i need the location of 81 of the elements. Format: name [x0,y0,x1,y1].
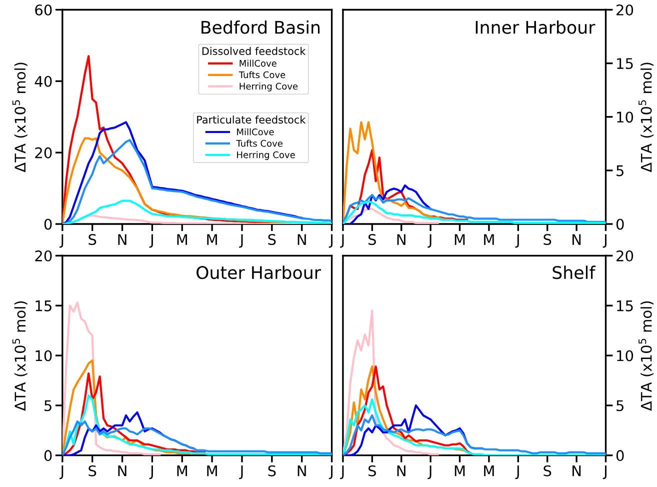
y2-tick-label: 10 [617,112,634,123]
x-tick-label: S [368,234,376,246]
line-series [342,184,432,224]
x-tick-label: M [177,234,187,245]
x-tick-label: N [397,234,406,245]
text: Inner Harbour [476,20,596,34]
y-tick-label: 40 [34,76,52,87]
x-tick-label: J [602,466,606,480]
x-tick-label: M [207,466,217,476]
x-tick-label: J [515,466,519,480]
chart-title: Shelf [552,266,596,280]
x-tick-label: M [454,234,465,245]
x-tick-label: M [454,466,465,476]
x-tick-label: S [544,465,552,476]
line-series [62,359,191,456]
line-series [62,372,206,456]
x-tick-label: J [602,234,606,248]
legend-label: MillCove [240,60,276,67]
x-tick-label: M [207,234,217,245]
x-tick-label: N [118,234,126,245]
annotation: Particulate feedstock [197,116,306,124]
legend-label: Herring Cove [240,82,298,92]
legend-label: Tufts Cove [238,71,286,78]
y-tick-label: 10 [36,350,52,362]
x-tick-label: J [328,234,333,248]
x-tick-label: S [268,234,276,246]
x-tick-label: N [298,466,306,476]
x-tick-label: N [118,466,126,476]
x-tick-label: J [149,466,153,480]
x-tick-label: J [328,466,333,480]
y-tick-label: 5 [44,400,52,412]
annotation: Dissolved feedstock [202,46,306,56]
y-tick-label: 20 [35,250,52,262]
x-tick-label: N [298,234,306,245]
x-tick-label: J [340,234,344,248]
y2-tick-label: 5 [616,400,624,412]
legend-label: Herring Cove [237,151,295,160]
x-tick-label: J [515,234,519,248]
line-series [342,208,439,224]
x-tick-label: J [149,234,153,248]
legend-label: MillCove [237,128,274,136]
x-tick-label: J [239,234,243,248]
x-tick-label: N [572,466,581,476]
legend-label: Tufts Cove [236,140,282,147]
y2-axis-title: ΔTA (x10$^{5}$ mol) [638,62,654,172]
x-tick-label: J [239,466,243,480]
y-axis-title: ΔTA (x10$^{5}$ mol) [12,301,28,411]
x-tick-label: S [268,465,276,476]
x-tick-label: M [484,466,494,476]
y-tick-label: 0 [44,450,52,462]
line-series [342,310,439,456]
x-tick-label: J [60,466,64,480]
line-series [62,302,161,456]
x-tick-label: N [397,466,406,476]
y2-tick-label: 10 [617,350,634,362]
x-tick-label: J [60,234,64,248]
x-tick-label: S [368,465,376,476]
x-tick-label: J [428,234,432,248]
y2-tick-label: 0 [616,218,624,230]
y-tick-label: 15 [36,300,52,312]
y2-tick-label: 20 [616,250,634,262]
x-tick-label: S [88,234,96,246]
y2-tick-label: 5 [616,165,624,176]
y-tick-label: 0 [44,218,52,230]
x-tick-label: J [428,466,432,480]
y2-tick-label: 15 [617,58,633,70]
text: Bedford Basin [202,20,320,34]
y-tick-label: 60 [35,4,52,16]
x-tick-label: S [544,234,552,246]
x-tick-label: N [572,234,581,245]
x-tick-label: S [88,465,96,476]
y2-tick-label: 0 [616,450,624,462]
y2-axis-title: ΔTA (x10$^{5}$ mol) [638,301,654,411]
y-tick-label: 20 [35,147,52,158]
y-axis-title: ΔTA (x10$^{5}$ mol) [12,62,28,172]
x-tick-label: M [484,234,494,245]
chart-title: Outer Harbour [196,266,322,280]
y2-tick-label: 20 [616,4,634,16]
x-tick-label: M [177,466,187,476]
y2-tick-label: 15 [617,300,633,312]
x-tick-label: J [340,466,344,480]
